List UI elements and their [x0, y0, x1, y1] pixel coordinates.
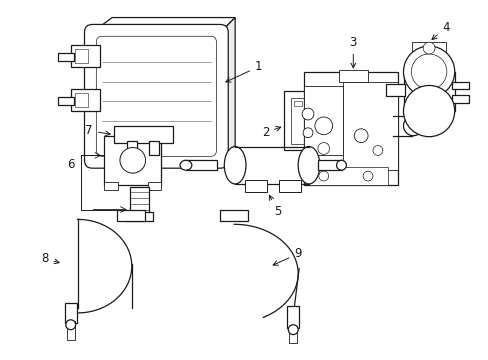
Bar: [147, 182, 161, 190]
Circle shape: [353, 129, 367, 143]
Circle shape: [317, 143, 329, 154]
FancyBboxPatch shape: [84, 24, 228, 168]
Bar: [129, 187, 149, 215]
Bar: [149, 141, 159, 156]
Bar: [58, 53, 74, 61]
Bar: [104, 182, 118, 190]
Bar: [75, 93, 88, 107]
Text: 8: 8: [41, 252, 59, 265]
Bar: [104, 136, 161, 185]
Circle shape: [288, 325, 298, 334]
Circle shape: [302, 108, 313, 120]
Bar: [284, 91, 331, 150]
Circle shape: [410, 54, 446, 89]
Bar: [291, 98, 324, 144]
Text: 7: 7: [85, 124, 110, 137]
Ellipse shape: [336, 160, 346, 170]
Circle shape: [303, 128, 312, 138]
Bar: [117, 210, 144, 221]
Circle shape: [120, 148, 145, 173]
Text: 6: 6: [67, 158, 74, 171]
Ellipse shape: [180, 160, 191, 170]
Bar: [114, 126, 173, 143]
Bar: [304, 86, 343, 156]
Circle shape: [372, 145, 382, 156]
Polygon shape: [92, 18, 235, 32]
Bar: [289, 326, 297, 343]
Circle shape: [403, 46, 454, 97]
Bar: [220, 210, 247, 221]
Bar: [235, 147, 308, 184]
Circle shape: [403, 116, 422, 136]
Bar: [58, 97, 74, 105]
Ellipse shape: [224, 147, 245, 184]
Circle shape: [363, 171, 372, 181]
Bar: [71, 45, 100, 67]
Circle shape: [403, 85, 454, 137]
FancyBboxPatch shape: [96, 36, 216, 156]
Text: 3: 3: [349, 36, 356, 68]
Bar: [185, 160, 217, 170]
Bar: [279, 180, 301, 192]
Bar: [343, 82, 397, 170]
Bar: [65, 303, 77, 323]
Bar: [338, 70, 367, 82]
Bar: [67, 321, 75, 341]
Bar: [411, 42, 445, 54]
Circle shape: [314, 117, 332, 135]
Bar: [451, 82, 468, 89]
Text: 2: 2: [261, 126, 280, 139]
Bar: [317, 160, 342, 170]
Bar: [244, 180, 266, 192]
Bar: [75, 49, 88, 63]
Ellipse shape: [298, 147, 319, 184]
Circle shape: [318, 171, 328, 181]
Bar: [308, 167, 387, 185]
Bar: [287, 306, 299, 328]
Bar: [403, 72, 454, 111]
Bar: [71, 89, 100, 111]
Text: 1: 1: [225, 60, 262, 82]
Bar: [125, 212, 153, 221]
Polygon shape: [220, 18, 235, 160]
Text: 9: 9: [273, 247, 301, 265]
Bar: [294, 101, 302, 106]
Circle shape: [422, 42, 434, 54]
Text: 5: 5: [269, 195, 281, 218]
Text: 4: 4: [431, 21, 448, 40]
Bar: [451, 95, 468, 103]
Bar: [126, 141, 137, 156]
Bar: [304, 72, 397, 185]
Bar: [308, 101, 316, 106]
Bar: [385, 85, 405, 96]
Circle shape: [66, 320, 76, 330]
